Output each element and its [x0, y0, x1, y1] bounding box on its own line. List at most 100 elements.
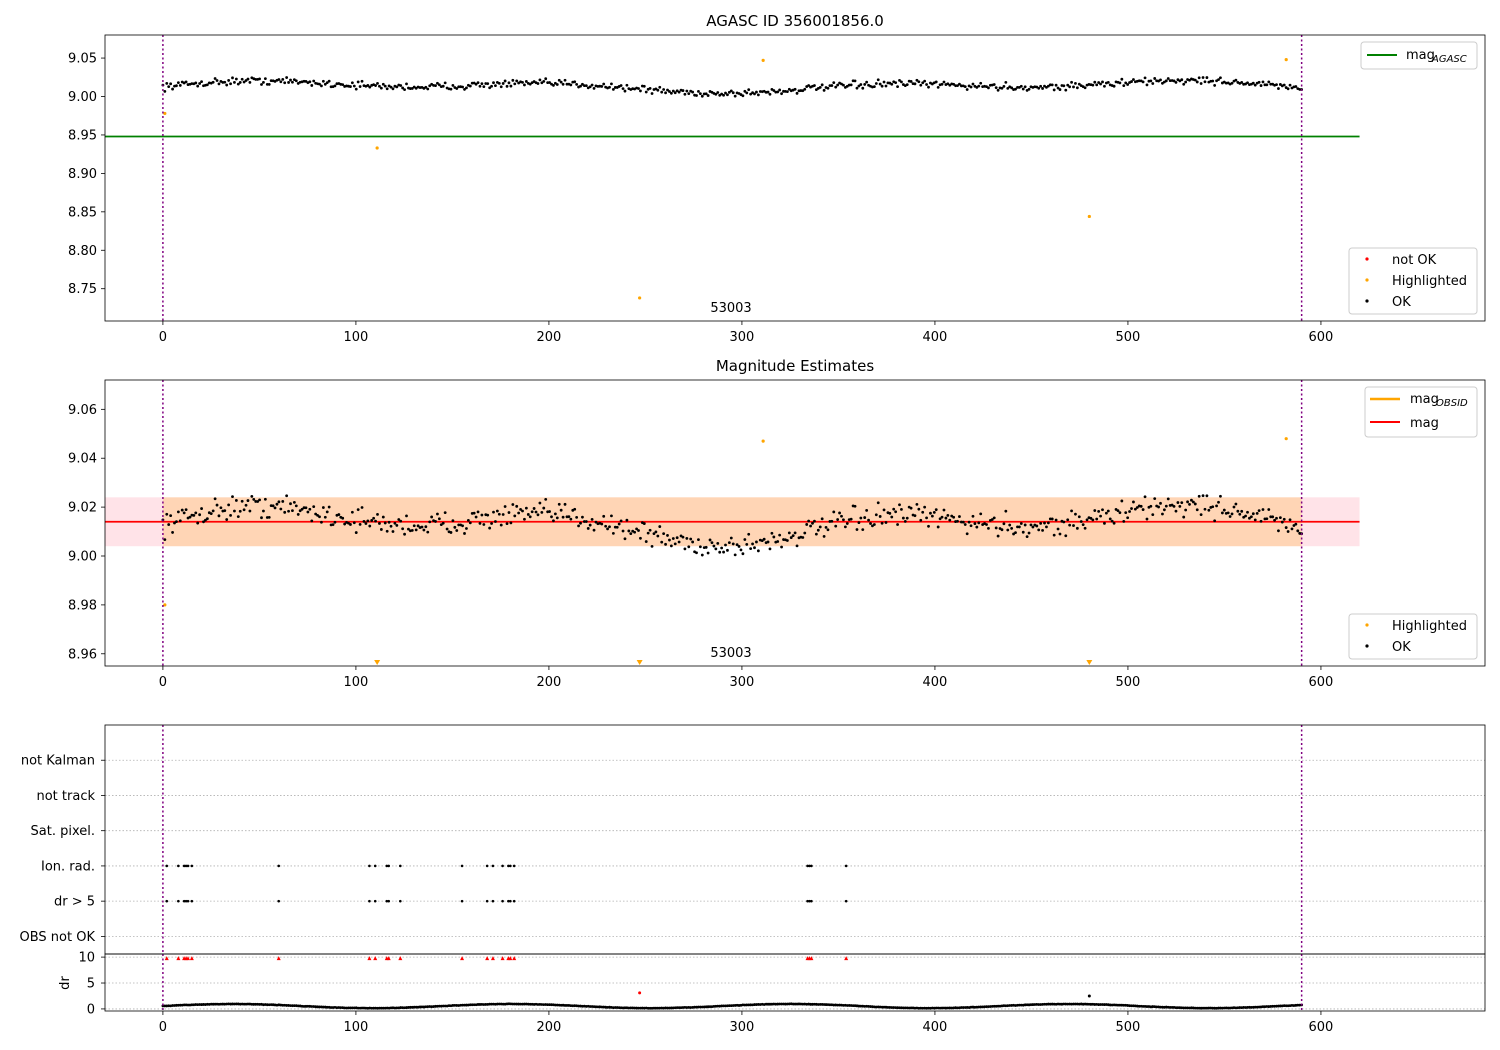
ok-point: [428, 84, 432, 88]
ok-point: [818, 85, 822, 89]
ok-point: [683, 92, 687, 96]
ok-point: [366, 84, 370, 87]
ok-point: [165, 512, 169, 516]
y-tick-label: 8.95: [68, 128, 97, 143]
ok-point: [244, 79, 248, 82]
dr-point: [1101, 1003, 1104, 1006]
ok-point: [772, 89, 776, 92]
ok-point: [639, 536, 642, 540]
ok-point: [830, 519, 834, 523]
ok-point: [455, 87, 459, 90]
ok-point: [521, 80, 524, 84]
ok-point: [499, 85, 503, 89]
ok-point: [204, 518, 207, 522]
ok-point: [1130, 80, 1133, 83]
dr-point: [1141, 1004, 1145, 1008]
ok-point: [1199, 513, 1203, 517]
ok-point: [271, 504, 275, 508]
ok-point: [1110, 519, 1114, 523]
dr-point: [903, 1006, 907, 1010]
ok-point: [729, 536, 733, 540]
ok-point: [1066, 518, 1070, 522]
ok-point: [992, 83, 996, 86]
ok-point: [281, 77, 285, 81]
ok-point: [1027, 531, 1031, 535]
ok-point: [780, 545, 783, 549]
ok-point: [466, 519, 470, 522]
ok-point: [1174, 80, 1178, 84]
dr-point: [242, 1002, 246, 1006]
ok-point: [967, 520, 971, 524]
ok-point: [755, 540, 758, 544]
ok-point: [1271, 515, 1275, 519]
ok-point: [1118, 511, 1122, 515]
ok-point: [575, 515, 579, 519]
x-tick-label: 400: [923, 675, 948, 690]
ok-point: [1132, 500, 1135, 504]
dr-point: [693, 1005, 696, 1009]
ok-point: [308, 507, 312, 511]
ok-point: [1083, 86, 1087, 90]
ok-point: [507, 81, 511, 85]
ok-point: [1074, 512, 1077, 516]
ok-point: [1004, 509, 1008, 513]
ok-point: [573, 80, 577, 84]
ok-point: [639, 89, 642, 93]
ok-point: [743, 89, 747, 93]
ok-point: [1195, 80, 1199, 84]
legend-label-ok: OK: [1392, 640, 1411, 655]
legend-label-mag: mag: [1406, 48, 1435, 63]
ok-point: [426, 87, 430, 91]
ok-point: [654, 530, 658, 534]
ok-point: [1141, 80, 1145, 84]
ok-point: [894, 81, 898, 85]
ok-point: [497, 512, 501, 516]
flag-point: [385, 864, 389, 868]
ok-point: [378, 522, 381, 525]
ok-point: [532, 507, 536, 510]
ok-point: [1232, 505, 1236, 509]
ok-point: [1002, 84, 1006, 88]
ok-point: [807, 519, 811, 523]
ok-point: [919, 518, 923, 522]
plot-area: 8.96 8.98 9.00 9.02 9.04 9.06 0 100 200 300 400 500…: [68, 379, 1486, 690]
dr-point: [766, 1002, 770, 1006]
ok-point: [316, 513, 319, 517]
ok-point: [395, 523, 399, 527]
ok-point: [395, 85, 399, 89]
dr-point: [727, 1004, 731, 1008]
ok-point: [1282, 517, 1286, 521]
ok-point: [1072, 85, 1075, 89]
flag-point: [399, 864, 402, 868]
ok-point: [944, 516, 948, 520]
ok-point: [778, 88, 782, 92]
ok-point: [942, 80, 946, 84]
dr-point: [613, 1006, 617, 1009]
ok-point: [165, 81, 169, 85]
dr-point: [793, 1002, 797, 1006]
marker-legend: Highlighted OK: [1348, 613, 1478, 660]
ok-point: [1190, 498, 1193, 502]
ok-point: [1041, 87, 1044, 90]
ok-point: [685, 536, 689, 540]
ok-point: [1234, 78, 1238, 82]
ok-point: [1267, 80, 1271, 84]
ok-point: [331, 523, 335, 527]
ok-point: [582, 520, 586, 523]
ok-point: [1019, 84, 1023, 88]
ok-point: [743, 538, 747, 541]
ok-point: [927, 85, 930, 89]
ok-point: [561, 82, 565, 86]
ok-point: [749, 547, 753, 551]
flag-point: [177, 899, 180, 903]
ok-point: [731, 542, 735, 546]
dr-point: [1159, 1005, 1162, 1009]
ok-point: [1122, 519, 1126, 523]
ok-point: [569, 83, 573, 87]
ok-point: [1217, 500, 1220, 504]
ok-point: [526, 513, 530, 516]
ok-point: [171, 531, 174, 534]
ok-point: [996, 88, 1000, 92]
dr-point: [768, 1002, 772, 1006]
ok-point: [1083, 526, 1087, 530]
